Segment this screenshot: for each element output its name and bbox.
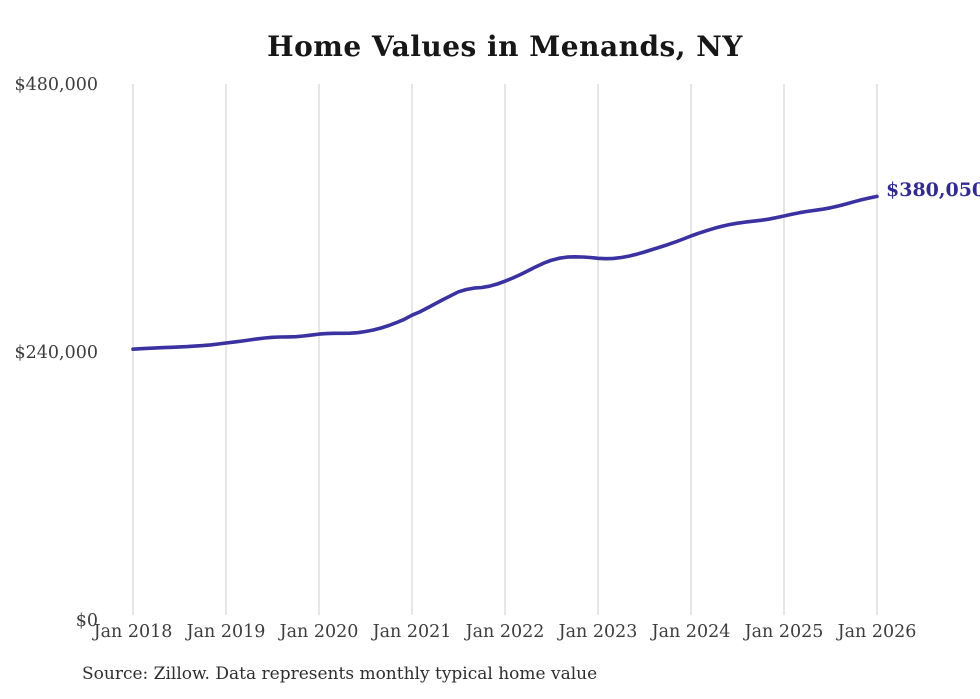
x-tick-jan-2022: Jan 2022 — [465, 622, 545, 642]
chart-title: Home Values in Menands, NY — [267, 30, 743, 63]
home-value-line — [131, 194, 879, 352]
current-value-label: $380,050 — [886, 179, 980, 201]
y-tick-480000: $480,000 — [14, 75, 98, 95]
x-tick-jan-2025: Jan 2025 — [744, 622, 824, 642]
x-tick-jan-2021: Jan 2021 — [372, 622, 452, 642]
x-tick-jan-2023: Jan 2023 — [558, 622, 638, 642]
x-tick-jan-2026: Jan 2026 — [837, 622, 917, 642]
y-tick-0: $0 — [75, 611, 98, 631]
x-tick-jan-2020: Jan 2020 — [279, 622, 359, 642]
x-tick-jan-2018: Jan 2018 — [93, 622, 173, 642]
x-tick-jan-2019: Jan 2019 — [186, 622, 266, 642]
source-note: Source: Zillow. Data represents monthly … — [82, 664, 598, 684]
x-tick-jan-2024: Jan 2024 — [651, 622, 731, 642]
y-tick-240000: $240,000 — [14, 343, 98, 363]
